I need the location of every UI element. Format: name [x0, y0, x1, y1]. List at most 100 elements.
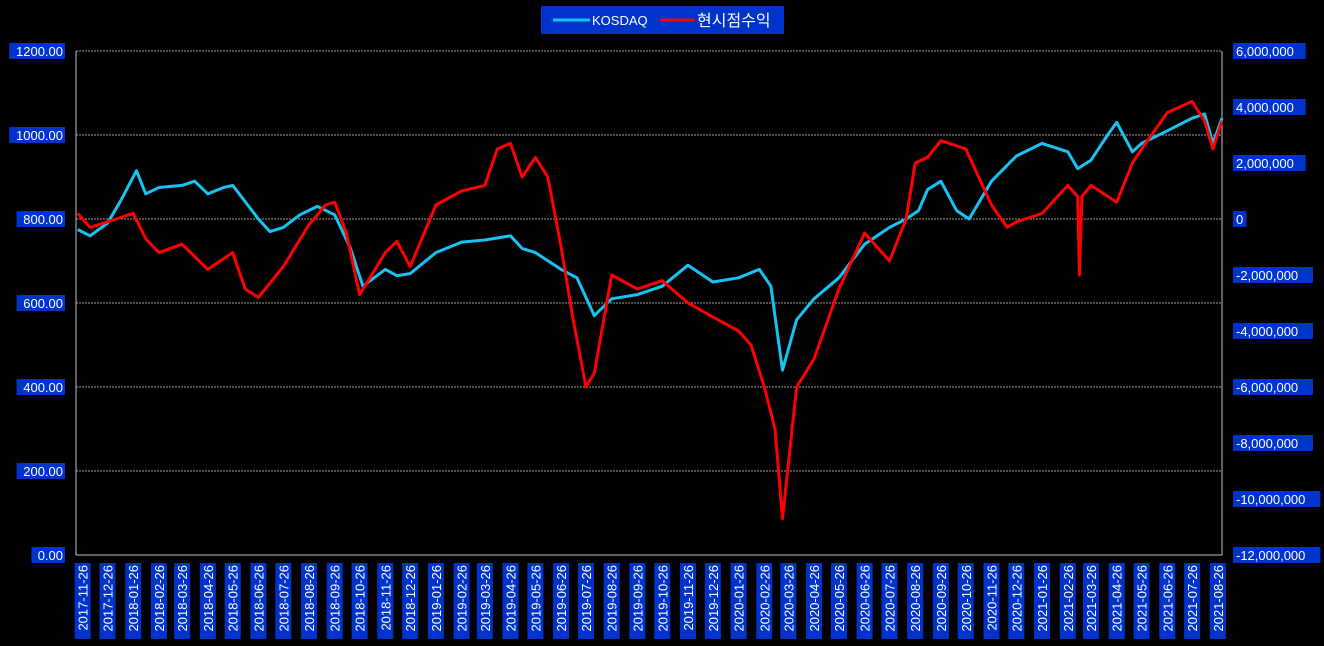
x-tick-label: 2019-10-26	[655, 565, 670, 632]
x-tick-label: 2019-07-26	[579, 565, 594, 632]
y-right-tick-label: -4,000,000	[1236, 324, 1298, 339]
x-tick-label: 2017-12-26	[101, 565, 116, 632]
y-right-tick-label: -12,000,000	[1236, 548, 1305, 563]
y-right-tick-box	[1233, 43, 1306, 59]
y-right-tick-label: 4,000,000	[1236, 100, 1294, 115]
y-right-tick-box	[1233, 99, 1306, 115]
x-tick-label: 2019-01-26	[429, 565, 444, 632]
x-tick-label: 2019-04-26	[504, 565, 519, 632]
x-tick-box	[99, 563, 116, 639]
x-tick-box	[250, 563, 267, 639]
y-right-tick-box	[1233, 547, 1321, 563]
x-tick-label: 2019-06-26	[554, 565, 569, 632]
legend-kosdaq-label: KOSDAQ	[592, 13, 648, 28]
x-axis-ticks: 2017-11-26 2017-12-26 2018-01-26 2018-02-26…	[74, 563, 1226, 639]
x-tick-label: 2019-12-26	[706, 565, 721, 632]
x-tick-label: 2018-05-26	[226, 565, 241, 632]
x-tick-label: 2020-07-26	[882, 565, 897, 632]
x-tick-label: 2021-05-26	[1135, 565, 1150, 632]
y-right-tick-label: 2,000,000	[1236, 156, 1294, 171]
x-tick-box	[1034, 563, 1051, 639]
y-left-tick-box	[9, 127, 65, 143]
x-tick-label: 2019-09-26	[630, 565, 645, 632]
x-tick-box	[830, 563, 847, 639]
x-tick-box	[654, 563, 671, 639]
x-tick-label: 2018-08-26	[302, 565, 317, 632]
y-left-tick-label: 200.00	[23, 464, 63, 479]
x-tick-label: 2020-01-26	[732, 565, 747, 632]
x-tick-box	[1159, 563, 1176, 639]
y-left-tick-label: 600.00	[23, 296, 63, 311]
y-left-tick-label: 0.00	[38, 548, 63, 563]
series-hyunsi-line	[76, 99, 1224, 521]
x-tick-label: 2018-09-26	[328, 565, 343, 632]
x-tick-box	[476, 563, 493, 639]
x-tick-box	[1209, 563, 1226, 639]
y-right-tick-label: 6,000,000	[1236, 44, 1294, 59]
y-right-tick-box	[1233, 323, 1313, 339]
x-tick-label: 2019-08-26	[605, 565, 620, 632]
series-kosdaq-line	[77, 112, 1224, 372]
x-tick-box	[730, 563, 747, 639]
x-tick-label: 2020-11-26	[984, 565, 999, 631]
x-tick-box	[957, 563, 974, 639]
x-tick-label: 2021-04-26	[1110, 565, 1125, 632]
x-tick-box	[553, 563, 570, 639]
x-tick-box	[224, 563, 241, 639]
x-tick-label: 2019-11-26	[681, 565, 696, 631]
x-tick-label: 2018-03-26	[175, 565, 190, 632]
x-tick-label: 2021-08-26	[1211, 565, 1226, 632]
x-tick-label: 2020-03-26	[781, 565, 796, 632]
x-tick-box	[983, 563, 1000, 639]
x-tick-label: 2021-03-26	[1084, 565, 1099, 632]
y-axis-right-ticks: -12,000,000 -10,000,000 -8,000,000 -6,000,0…	[1233, 43, 1321, 563]
x-tick-box	[402, 563, 419, 639]
x-tick-box	[679, 563, 696, 639]
series-lines	[76, 99, 1224, 521]
x-tick-label: 2021-02-26	[1061, 565, 1076, 632]
x-tick-label: 2020-04-26	[807, 565, 822, 632]
x-tick-box	[780, 563, 797, 639]
x-tick-label: 2021-06-26	[1160, 565, 1175, 632]
x-tick-label: 2018-07-26	[276, 565, 291, 632]
y-left-tick-label: 1200.00	[16, 44, 63, 59]
x-tick-box	[275, 563, 292, 639]
x-tick-label: 2018-10-26	[353, 565, 368, 632]
x-tick-label: 2020-10-26	[959, 565, 974, 632]
x-tick-label: 2019-03-26	[478, 565, 493, 632]
x-tick-label: 2019-05-26	[528, 565, 543, 632]
y-right-tick-box	[1233, 491, 1321, 507]
x-tick-label: 2018-01-26	[126, 565, 141, 632]
x-tick-label: 2020-08-26	[908, 565, 923, 632]
x-tick-box	[806, 563, 823, 639]
x-tick-box	[881, 563, 898, 639]
y-left-tick-box	[16, 463, 66, 479]
x-tick-box	[907, 563, 924, 639]
y-left-tick-box	[16, 295, 66, 311]
y-right-tick-label: -2,000,000	[1236, 268, 1298, 283]
x-tick-label: 2020-09-26	[934, 565, 949, 632]
x-tick-box	[756, 563, 773, 639]
y-right-tick-label: -6,000,000	[1236, 380, 1298, 395]
x-tick-box	[351, 563, 368, 639]
y-right-tick-box	[1233, 379, 1313, 395]
x-tick-box	[427, 563, 444, 639]
y-right-tick-box	[1233, 267, 1313, 283]
x-tick-box	[1059, 563, 1076, 639]
x-tick-label: 2018-04-26	[201, 565, 216, 632]
x-tick-box	[856, 563, 873, 639]
gridlines	[76, 50, 1222, 472]
x-tick-box	[326, 563, 343, 639]
y-right-tick-box	[1233, 211, 1247, 227]
x-tick-box	[125, 563, 142, 639]
x-tick-box	[150, 563, 167, 639]
x-tick-box	[1133, 563, 1150, 639]
y-left-tick-box	[9, 43, 65, 59]
y-right-tick-label: 0	[1236, 212, 1243, 227]
y-left-tick-box	[16, 211, 66, 227]
y-right-tick-box	[1233, 435, 1313, 451]
x-tick-box	[527, 563, 544, 639]
x-tick-box	[1184, 563, 1201, 639]
